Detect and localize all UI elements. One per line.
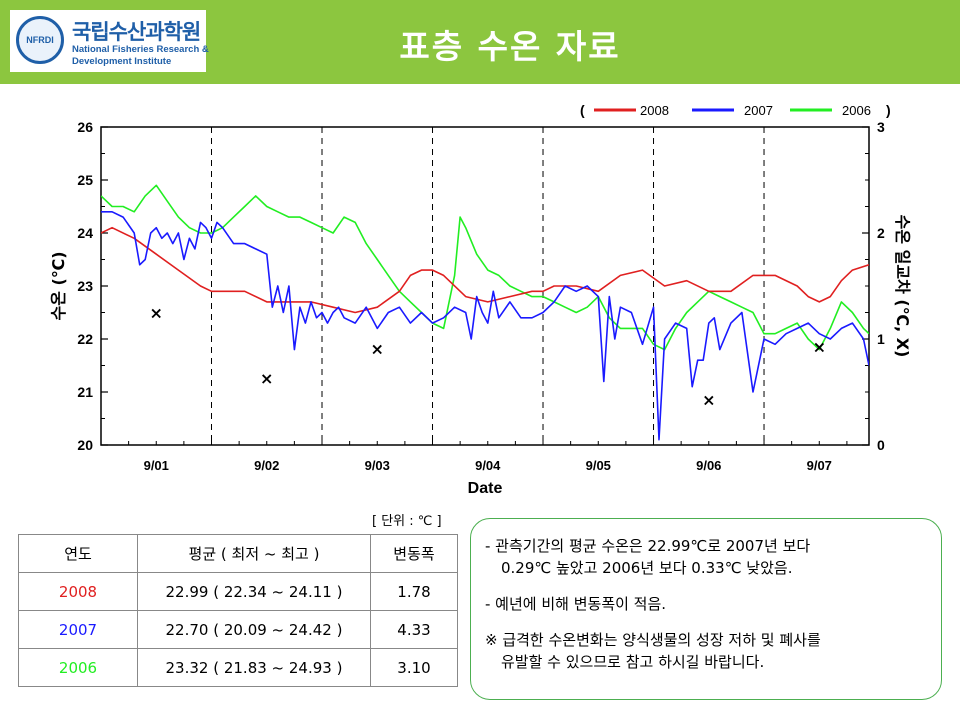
plot-frame — [100, 126, 870, 446]
x-tick-label: 9/05 — [586, 458, 611, 473]
y-left-tick-label: 22 — [77, 331, 93, 347]
row-average: 22.70 ( 20.09 ~ 24.42 ) — [137, 610, 371, 649]
legend-label-2007: 2007 — [744, 103, 773, 118]
diurnal-range-marker: × — [813, 337, 826, 356]
note-average: - 관측기간의 평균 수온은 22.99℃로 2007년 보다 0.29℃ 높았… — [485, 535, 933, 579]
diurnal-range-marker: × — [260, 369, 273, 388]
header-bar: NFRDI 국립수산과학원 National Fisheries Researc… — [0, 0, 960, 84]
note-average-line1: - 관측기간의 평균 수온은 22.99℃로 2007년 보다 — [485, 537, 811, 555]
x-axis-label: Date — [468, 480, 503, 497]
row-range: 4.33 — [370, 610, 458, 649]
table-header-row: 연도 평균 ( 최저 ~ 최고 ) 변동폭 — [18, 534, 458, 573]
y-right-axis-label: 수온 일교차 (℃, X) — [893, 215, 912, 358]
diurnal-range-marker: × — [702, 390, 715, 409]
logo-english-name-1: National Fisheries Research & — [72, 44, 209, 55]
diurnal-range-marker: × — [371, 340, 384, 359]
x-tick-label: 9/01 — [144, 458, 169, 473]
diurnal-range-marker: × — [150, 304, 163, 323]
table-row: 2006 23.32 ( 21.83 ~ 24.93 ) 3.10 — [18, 648, 458, 687]
legend-label-2006: 2006 — [842, 103, 871, 118]
logo-badge: NFRDI — [26, 35, 54, 45]
y-left-tick-label: 21 — [77, 384, 93, 400]
header-year: 연도 — [18, 534, 138, 573]
x-tick-label: 9/07 — [807, 458, 832, 473]
logo-english-name-2: Development Institute — [72, 56, 172, 67]
row-year: 2007 — [18, 610, 138, 649]
y-left-tick-label: 23 — [77, 278, 93, 294]
note-variation: - 예년에 비해 변동폭이 적음. — [485, 595, 667, 613]
row-range: 1.78 — [370, 572, 458, 611]
y-right-tick-label: 2 — [877, 225, 885, 241]
row-average: 23.32 ( 21.83 ~ 24.93 ) — [137, 648, 371, 687]
y-right-tick-label: 3 — [877, 119, 885, 135]
series-line-2007 — [101, 211, 869, 441]
y-right-tick-label: 0 — [877, 437, 885, 453]
row-range: 3.10 — [370, 648, 458, 687]
notes-box: - 관측기간의 평균 수온은 22.99℃로 2007년 보다 0.29℃ 높았… — [470, 518, 942, 700]
header-range: 변동폭 — [370, 534, 458, 573]
unit-note: [ 단위 : ℃ ] — [372, 514, 442, 529]
table-row: 2007 22.70 ( 20.09 ~ 24.42 ) 4.33 — [18, 610, 458, 649]
note-average-line2: 0.29℃ 높았고 2006년 보다 0.33℃ 낮았음. — [501, 559, 793, 577]
row-year: 2006 — [18, 648, 138, 687]
x-tick-label: 9/06 — [696, 458, 721, 473]
x-tick-label: 9/03 — [365, 458, 390, 473]
series-line-2006 — [101, 184, 869, 351]
x-tick-label: 9/04 — [475, 458, 501, 473]
y-left-tick-label: 26 — [77, 119, 93, 135]
x-tick-label: 9/02 — [254, 458, 279, 473]
y-left-tick-label: 24 — [77, 225, 93, 241]
series-line-2008 — [101, 226, 869, 314]
page-title: 표층 수온 자료 — [399, 27, 621, 66]
header-average: 평균 ( 최저 ~ 최고 ) — [137, 534, 371, 573]
nfrdi-logo[interactable]: NFRDI 국립수산과학원 National Fisheries Researc… — [10, 10, 209, 72]
stats-table: 연도 평균 ( 최저 ~ 최고 ) 변동폭 2008 22.99 ( 22.34… — [18, 534, 458, 687]
row-year: 2008 — [18, 572, 138, 611]
y-left-tick-label: 25 — [77, 172, 93, 188]
y-left-axis-label: 수온 (℃) — [49, 251, 68, 320]
note-warning-line1: ※ 급격한 수온변화는 양식생물의 성장 저하 및 폐사를 — [485, 631, 821, 649]
legend-open-paren: ( — [580, 102, 585, 118]
seahorse-emblem-icon: NFRDI — [16, 16, 64, 64]
y-left-tick-label: 20 — [77, 437, 93, 453]
legend-label-2008: 2008 — [640, 103, 669, 118]
y-right-tick-label: 1 — [877, 331, 885, 347]
row-average: 22.99 ( 22.34 ~ 24.11 ) — [137, 572, 371, 611]
table-row: 2008 22.99 ( 22.34 ~ 24.11 ) 1.78 — [18, 572, 458, 611]
note-warning-line2: 유발할 수 있으므로 참고 하시길 바랍니다. — [501, 653, 765, 671]
legend-close-paren: ) — [886, 102, 891, 118]
note-warning: ※ 급격한 수온변화는 양식생물의 성장 저하 및 폐사를 유발할 수 있으므로… — [485, 629, 933, 673]
logo-korean-name: 국립수산과학원 — [72, 20, 201, 44]
